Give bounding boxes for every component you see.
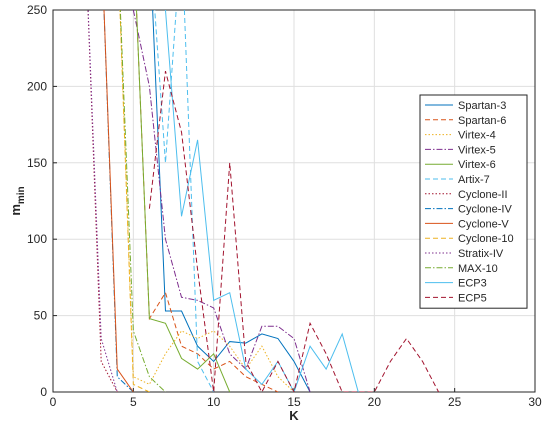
series-line: [103, 10, 134, 392]
legend-label: Artix-7: [458, 174, 490, 186]
series-line: [87, 10, 118, 392]
y-tick-label: 250: [27, 3, 47, 17]
legend-label: ECP5: [458, 292, 487, 304]
x-tick-label: 20: [368, 395, 382, 409]
legend-label: Stratix-IV: [458, 248, 504, 260]
y-tick-label: 50: [34, 309, 48, 323]
y-axis-label: mmin: [8, 186, 27, 215]
x-axis-label: K: [289, 408, 299, 423]
series-line: [136, 10, 231, 392]
x-tick-label: 25: [448, 395, 462, 409]
legend-label: Spartan-3: [458, 100, 506, 112]
legend-label: Cyclone-V: [458, 218, 509, 230]
series-line: [164, 10, 359, 392]
x-tick-label: 5: [130, 395, 137, 409]
legend-label: Cyclone-IV: [458, 204, 512, 216]
x-tick-label: 30: [528, 395, 542, 409]
legend-label: Virtex-4: [458, 130, 496, 142]
series-line: [119, 10, 150, 392]
legend: Spartan-3 Spartan-6 Virtex-4 Virtex-5 Virtex…: [419, 94, 528, 309]
series-line: [148, 70, 440, 392]
legend-box: [419, 94, 528, 309]
series-line: [87, 10, 118, 392]
x-tick-label: 0: [50, 395, 57, 409]
y-tick-label: 100: [27, 232, 47, 246]
series-line: [132, 10, 311, 392]
y-tick-label: 0: [40, 385, 47, 399]
y-tick-label: 200: [27, 79, 47, 93]
legend-label: Spartan-6: [458, 115, 506, 127]
legend-label: Cyclone-II: [458, 189, 508, 201]
y-tick-label: 150: [27, 156, 47, 170]
legend-label: Cyclone-10: [458, 233, 514, 245]
legend-label: Virtex-6: [458, 159, 496, 171]
series-line: [154, 10, 215, 392]
y-axis-label-sub: min: [16, 186, 27, 204]
series-line: [152, 10, 311, 392]
legend-label: ECP3: [458, 278, 487, 290]
series-line: [119, 10, 295, 392]
legend-label: Virtex-5: [458, 144, 496, 156]
y-axis-label-main: m: [8, 204, 23, 216]
legend-label: MAX-10: [458, 263, 498, 275]
x-tick-label: 15: [287, 395, 301, 409]
x-tick-label: 10: [207, 395, 221, 409]
series-line: [119, 10, 166, 392]
lines: [87, 10, 440, 392]
